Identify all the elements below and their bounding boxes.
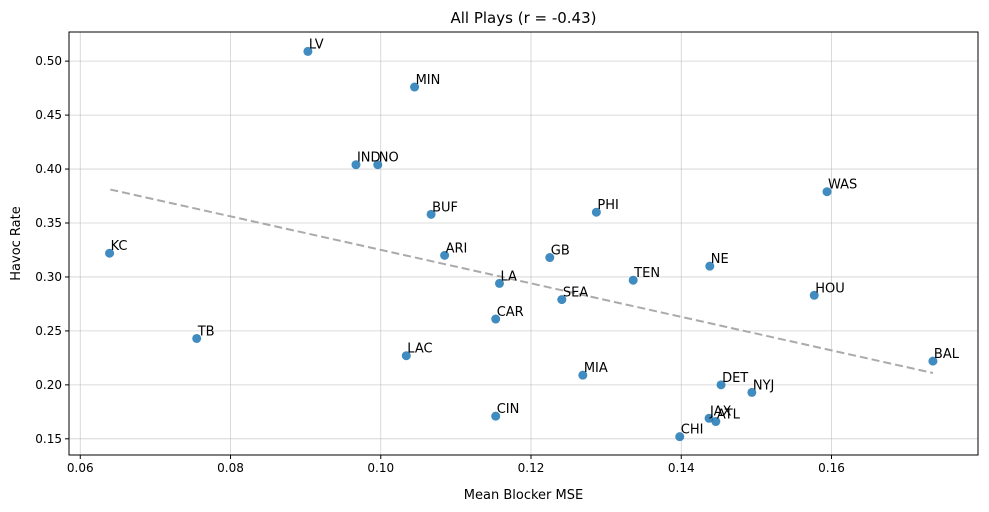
point-label-phi: PHI — [597, 198, 618, 213]
point-sea — [557, 295, 567, 305]
point-hou — [809, 290, 819, 300]
x-tick-label: 0.06 — [67, 461, 94, 475]
point-label-ind: IND — [357, 151, 381, 166]
y-tick-label: 0.25 — [35, 324, 62, 338]
point-label-hou: HOU — [815, 281, 845, 296]
point-ind — [351, 160, 361, 170]
point-label-la: LA — [500, 269, 517, 284]
point-ten — [628, 275, 638, 285]
point-label-lac: LAC — [407, 342, 432, 357]
x-tick-label: 0.14 — [668, 461, 695, 475]
point-label-was: WAS — [828, 178, 857, 193]
point-label-lv: LV — [309, 37, 324, 52]
point-bal — [928, 356, 938, 366]
point-la — [494, 278, 504, 288]
point-gb — [545, 253, 555, 263]
x-tick-label: 0.12 — [518, 461, 545, 475]
x-tick-label: 0.10 — [367, 461, 394, 475]
point-label-atl: ATL — [717, 408, 741, 423]
point-mia — [578, 370, 588, 380]
x-tick-label: 0.08 — [217, 461, 244, 475]
point-chi — [675, 432, 685, 442]
y-tick-label: 0.40 — [35, 162, 62, 176]
y-tick-label: 0.15 — [35, 432, 62, 446]
data-points — [105, 46, 938, 442]
point-label-jax: JAX — [709, 404, 731, 419]
point-tb — [192, 333, 202, 343]
y-axis-ticks: 0.15 0.20 0.25 0.30 0.35 0.40 0.45 0.50 — [35, 54, 69, 446]
point-label-sea: SEA — [563, 286, 588, 301]
point-label-kc: KC — [111, 239, 128, 254]
point-label-cin: CIN — [497, 402, 520, 417]
point-label-chi: CHI — [681, 423, 704, 438]
point-label-ten: TEN — [633, 266, 660, 281]
y-axis-label: Havoc Rate — [9, 206, 24, 280]
point-ari — [440, 250, 450, 260]
point-label-ne: NE — [711, 252, 729, 267]
point-det — [716, 380, 726, 390]
y-tick-label: 0.35 — [35, 216, 62, 230]
point-ne — [705, 261, 715, 271]
trendline — [110, 188, 934, 374]
point-phi — [591, 207, 601, 217]
x-axis-ticks: 0.06 0.08 0.10 0.12 0.14 0.16 — [67, 455, 845, 475]
y-tick-label: 0.20 — [35, 378, 62, 392]
point-lv — [303, 46, 313, 56]
point-min — [410, 82, 420, 92]
x-tick-label: 0.16 — [818, 461, 845, 475]
point-label-det: DET — [722, 371, 748, 386]
trendline-group — [110, 188, 934, 374]
point-cin — [491, 411, 501, 421]
x-axis-label: Mean Blocker MSE — [464, 488, 583, 503]
point-nyj — [747, 387, 757, 397]
point-label-no: NO — [379, 151, 399, 166]
point-kc — [105, 248, 115, 258]
point-label-gb: GB — [551, 244, 570, 259]
y-tick-label: 0.30 — [35, 270, 62, 284]
point-label-tb: TB — [197, 324, 215, 339]
point-label-min: MIN — [416, 73, 441, 88]
point-label-ari: ARI — [446, 241, 468, 256]
grid-lines — [69, 32, 978, 455]
point-atl — [711, 417, 721, 427]
point-buf — [426, 209, 436, 219]
point-label-car: CAR — [497, 305, 524, 320]
point-lac — [401, 351, 411, 361]
point-label-buf: BUF — [432, 200, 458, 215]
point-label-mia: MIA — [584, 361, 608, 376]
plot-frame — [68, 31, 979, 456]
point-was — [822, 187, 832, 197]
point-no — [373, 160, 383, 170]
y-tick-label: 0.45 — [35, 108, 62, 122]
y-tick-label: 0.50 — [35, 54, 62, 68]
chart-title: All Plays (r = -0.43) — [450, 9, 596, 27]
point-car — [491, 314, 501, 324]
point-label-nyj: NYJ — [753, 378, 775, 393]
point-label-bal: BAL — [934, 347, 960, 362]
point-jax — [704, 413, 714, 423]
